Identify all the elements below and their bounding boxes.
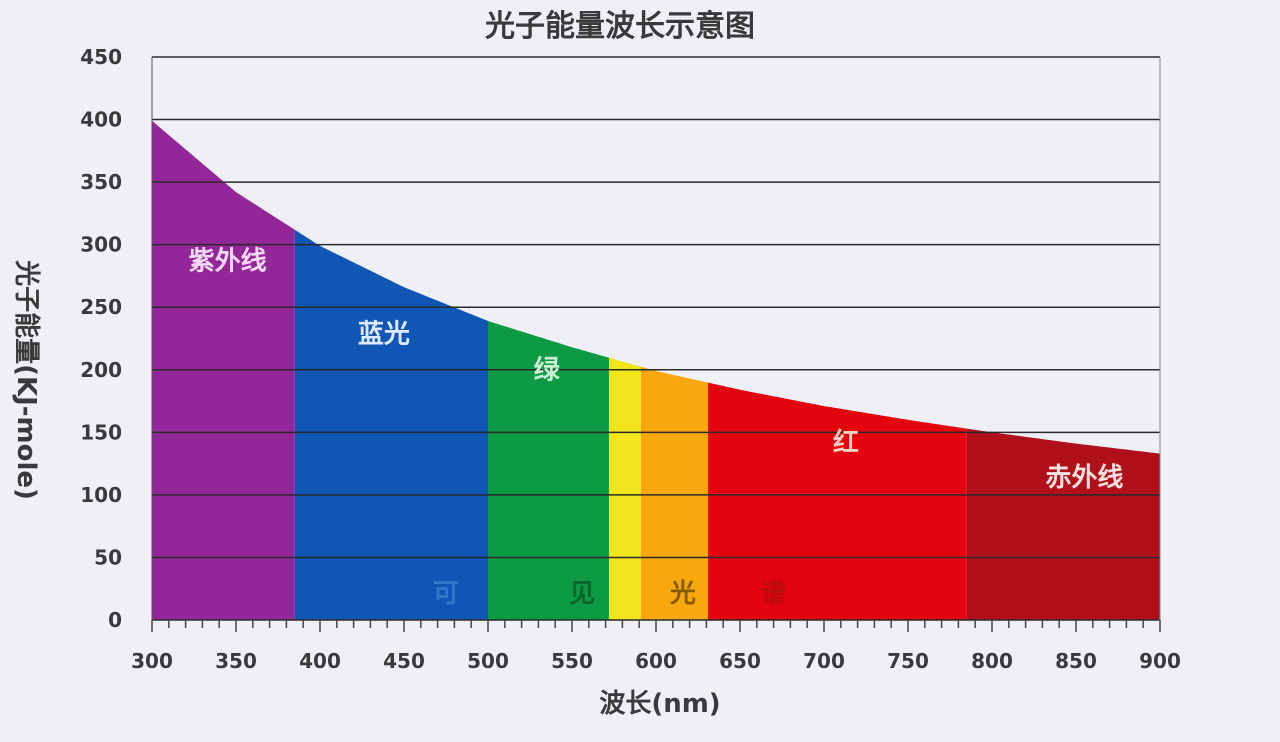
x-tick-label: 650 bbox=[719, 649, 761, 673]
x-tick-label: 300 bbox=[131, 649, 173, 673]
band-5 bbox=[708, 382, 967, 620]
y-tick-label: 150 bbox=[80, 420, 122, 444]
band-2 bbox=[488, 320, 609, 620]
band-6 bbox=[966, 428, 1160, 620]
y-tick-label: 350 bbox=[80, 170, 122, 194]
band-1 bbox=[294, 229, 488, 620]
x-tick-label: 600 bbox=[635, 649, 677, 673]
visible-spectrum-annotation: 可见光谱 bbox=[433, 578, 787, 609]
x-axis-label: 波长(nm) bbox=[599, 689, 720, 719]
visible-spectrum-char: 谱 bbox=[761, 578, 787, 609]
visible-spectrum-char: 光 bbox=[669, 579, 696, 609]
y-tick-label: 400 bbox=[80, 108, 122, 132]
y-tick-label: 0 bbox=[108, 608, 122, 632]
x-tick-label: 550 bbox=[551, 649, 593, 673]
x-tick-label: 400 bbox=[299, 649, 341, 673]
y-axis-label: 光子能量(KJ-mole) bbox=[11, 259, 42, 500]
x-tick-label: 900 bbox=[1139, 649, 1181, 673]
y-tick-label: 50 bbox=[94, 545, 122, 569]
band-label: 绿 bbox=[534, 356, 561, 386]
band-label: 赤外线 bbox=[1045, 463, 1123, 493]
visible-spectrum-char: 见 bbox=[569, 579, 595, 609]
y-tick-label: 100 bbox=[80, 483, 122, 507]
y-tick-label: 200 bbox=[80, 358, 122, 382]
x-tick-label: 800 bbox=[971, 649, 1013, 673]
x-tick-label: 450 bbox=[383, 649, 425, 673]
y-tick-label: 450 bbox=[80, 45, 122, 69]
band-3 bbox=[608, 357, 641, 620]
visible-spectrum-char: 可 bbox=[433, 579, 459, 609]
x-tick-label: 700 bbox=[803, 649, 845, 673]
x-axis-ticks: 300 350 400 450 500 550 600 650 700 750 800 850 900 bbox=[131, 620, 1181, 673]
x-tick-label: 750 bbox=[887, 649, 929, 673]
y-tick-label: 300 bbox=[80, 233, 122, 257]
x-tick-label: 500 bbox=[467, 649, 509, 673]
y-tick-label: 250 bbox=[80, 295, 122, 319]
band-label: 蓝光 bbox=[358, 319, 410, 349]
y-axis-ticks: 0 50 100 150 200 250 300 350 400 450 bbox=[80, 45, 122, 632]
chart-title: 光子能量波长示意图 bbox=[485, 9, 755, 44]
x-tick-label: 350 bbox=[215, 649, 257, 673]
band-4 bbox=[640, 366, 709, 620]
x-tick-label: 850 bbox=[1055, 649, 1097, 673]
band-label: 红 bbox=[833, 427, 859, 458]
band-label: 紫外线 bbox=[189, 247, 267, 277]
